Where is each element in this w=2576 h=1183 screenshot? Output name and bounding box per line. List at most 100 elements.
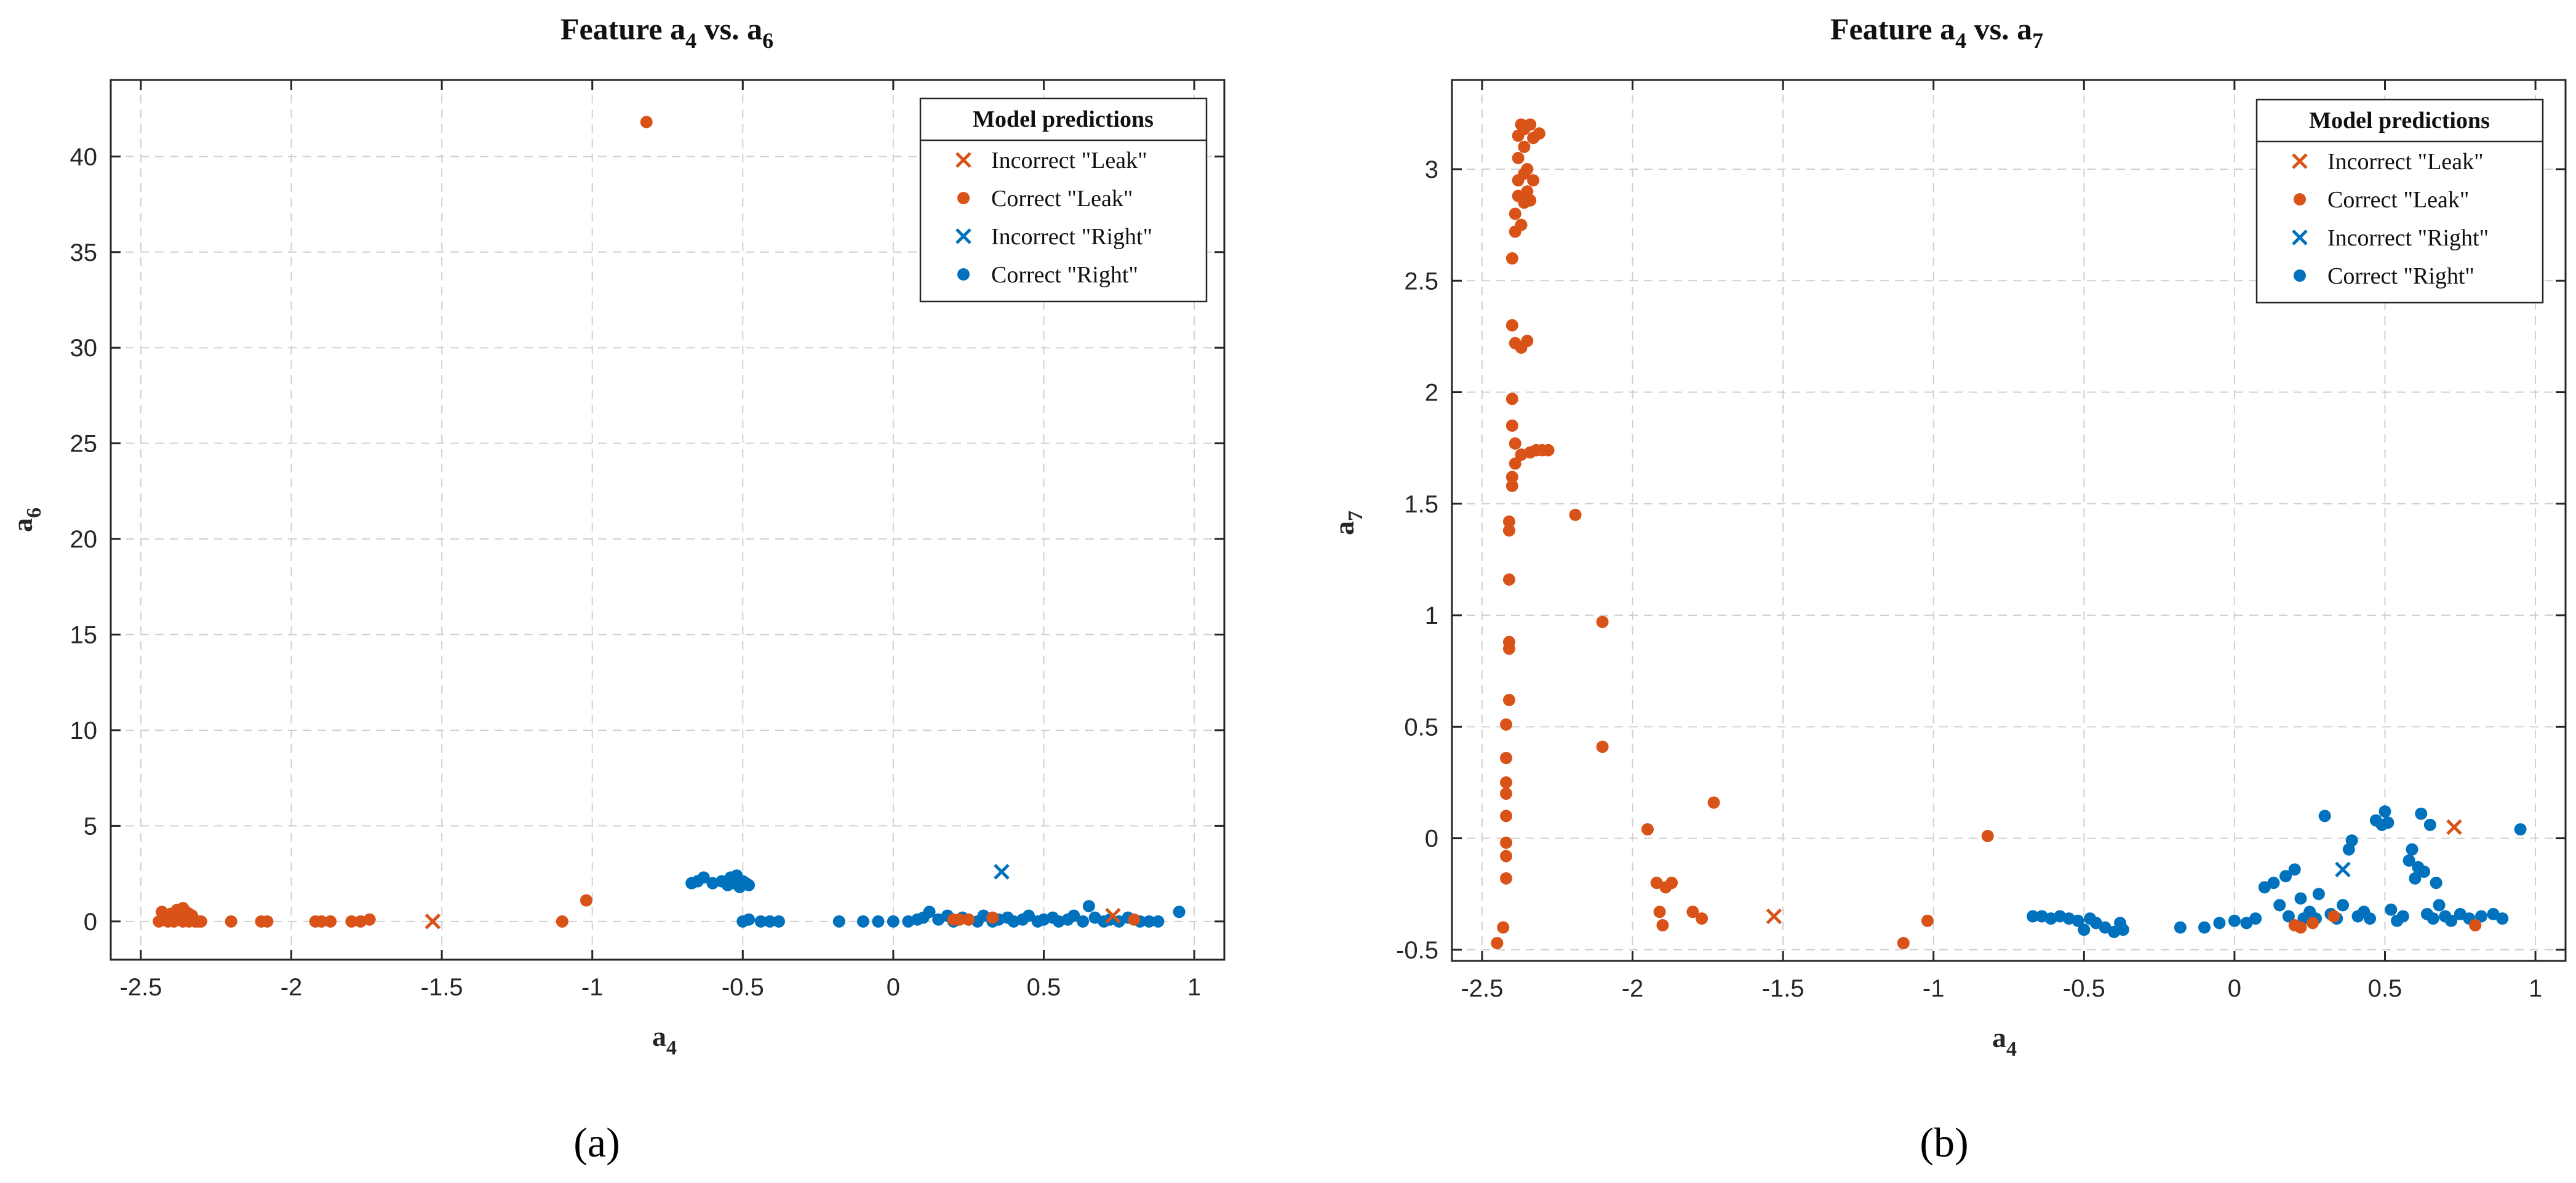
panel-label-b: (b) (1920, 1119, 1968, 1166)
point-correct-right (2433, 899, 2446, 912)
y-tick-label: 20 (70, 526, 98, 553)
point-correct-leak (962, 913, 975, 926)
chart-a-x-ticks: -2.5 -2 -1.5 -1 -0.5 0 0.5 1 (119, 80, 1201, 1001)
point-incorrect-leak (1105, 907, 1121, 924)
legend-label-incorrect-right: Incorrect "Right" (2327, 225, 2489, 251)
chart-a: Feature a4 vs. a6 -2.5 -2 -1.5 -1 -0.5 0 0.5 1 … (7, 12, 1226, 1059)
point-correct-right (2282, 910, 2295, 923)
legend-label-correct-right: Correct "Right" (2327, 263, 2474, 289)
chart-b-axes-box (1451, 79, 2567, 962)
point-correct-leak (1524, 118, 1537, 131)
point-correct-leak (1502, 635, 1515, 648)
point-correct-leak (2307, 917, 2319, 930)
point-correct-leak (2469, 918, 2482, 931)
point-correct-leak (1500, 850, 1513, 862)
point-correct-leak (1707, 796, 1720, 809)
point-correct-right (2337, 899, 2349, 912)
point-correct-leak (1665, 877, 1678, 890)
x-tick-label: -2.5 (1461, 975, 1503, 1002)
chart-b-legend-title: Model predictions (2309, 108, 2490, 133)
point-correct-leak (1502, 573, 1515, 586)
chart-b-x-axis-label: a4 (1992, 1022, 2017, 1061)
point-correct-right (2379, 805, 2391, 818)
point-correct-leak (1641, 823, 1654, 836)
point-correct-leak (1505, 252, 1518, 265)
legend-marker-correct-right (957, 268, 970, 281)
point-correct-right (2403, 854, 2415, 867)
point-correct-leak (1981, 829, 1994, 842)
point-incorrect-right (994, 864, 1010, 880)
chart-b-points (1491, 118, 2527, 949)
point-correct-right (2273, 899, 2286, 912)
point-correct-right (2406, 843, 2418, 856)
point-correct-right (2514, 823, 2527, 836)
point-correct-leak (1502, 524, 1515, 537)
point-correct-right (2078, 923, 2091, 936)
chart-a-title: Feature a4 vs. a6 (560, 12, 773, 53)
point-correct-leak (986, 911, 999, 924)
point-correct-leak (1521, 163, 1534, 176)
point-correct-leak (363, 913, 376, 926)
point-incorrect-leak (1766, 908, 1782, 925)
point-correct-right (2475, 910, 2488, 923)
chart-b-y-axis-label: a7 (1328, 511, 1367, 535)
point-correct-right (1142, 915, 1155, 928)
point-correct-leak (1509, 207, 1521, 220)
point-correct-right (2312, 888, 2325, 901)
point-correct-leak (1515, 218, 1528, 231)
point-correct-right (2294, 892, 2307, 905)
point-correct-leak (640, 116, 653, 129)
chart-b-x-ticks: -2.5 -2 -1.5 -1 -0.5 0 0.5 1 (1461, 80, 2542, 1002)
x-tick-label: 0 (887, 974, 900, 1001)
point-correct-leak (170, 911, 183, 924)
point-correct-leak (1653, 906, 1666, 918)
point-correct-right (2445, 914, 2458, 927)
y-tick-label: 15 (70, 622, 98, 649)
point-correct-leak (1500, 872, 1513, 885)
point-correct-right (2385, 903, 2398, 916)
point-correct-leak (1527, 174, 1540, 187)
x-tick-label: -1.5 (1762, 975, 1804, 1002)
legend-marker-correct-leak (2294, 193, 2306, 205)
y-tick-label: 1 (1425, 602, 1438, 629)
x-tick-label: -2 (281, 974, 303, 1001)
point-correct-leak (1497, 921, 1510, 934)
point-correct-right (872, 915, 885, 928)
point-correct-leak (324, 915, 337, 928)
point-correct-leak (1500, 776, 1513, 789)
point-correct-leak (556, 915, 568, 928)
point-correct-right (2116, 923, 2129, 936)
point-correct-leak (1505, 392, 1518, 405)
chart-a-legend-entries: Incorrect "Leak" Correct "Leak" Incorrect … (955, 148, 1152, 288)
point-correct-right (856, 915, 869, 928)
point-correct-leak (1500, 836, 1513, 849)
chart-a-legend: Model predictions Incorrect "Leak" Correc… (919, 97, 1208, 303)
y-tick-label: 3 (1425, 156, 1438, 183)
x-tick-label: -0.5 (2063, 975, 2105, 1002)
point-correct-right (754, 915, 767, 928)
point-incorrect-right (2335, 861, 2351, 878)
y-tick-label: 40 (70, 143, 98, 170)
chart-a-legend-title: Model predictions (973, 106, 1154, 132)
point-correct-leak (1569, 508, 1582, 521)
point-correct-leak (1502, 515, 1515, 528)
point-correct-right (743, 913, 756, 926)
point-correct-leak (1696, 912, 1709, 925)
point-correct-right (743, 878, 756, 891)
point-correct-leak (2327, 910, 2340, 923)
point-correct-right (2396, 910, 2409, 923)
point-correct-right (2423, 818, 2436, 831)
chart-a-y-axis-label: a6 (7, 508, 46, 532)
point-correct-leak (345, 915, 358, 928)
legend-label-correct-right: Correct "Right" (991, 262, 1138, 288)
point-correct-right (2345, 834, 2358, 847)
y-tick-label: 25 (70, 431, 98, 458)
point-correct-leak (1505, 479, 1518, 492)
point-correct-leak (1491, 936, 1504, 949)
point-correct-leak (1596, 740, 1609, 753)
chart-a-x-axis-label: a4 (652, 1021, 677, 1059)
point-correct-right (887, 915, 899, 928)
y-tick-label: 10 (70, 717, 98, 744)
point-correct-right (773, 915, 785, 928)
point-correct-right (1173, 906, 1186, 918)
